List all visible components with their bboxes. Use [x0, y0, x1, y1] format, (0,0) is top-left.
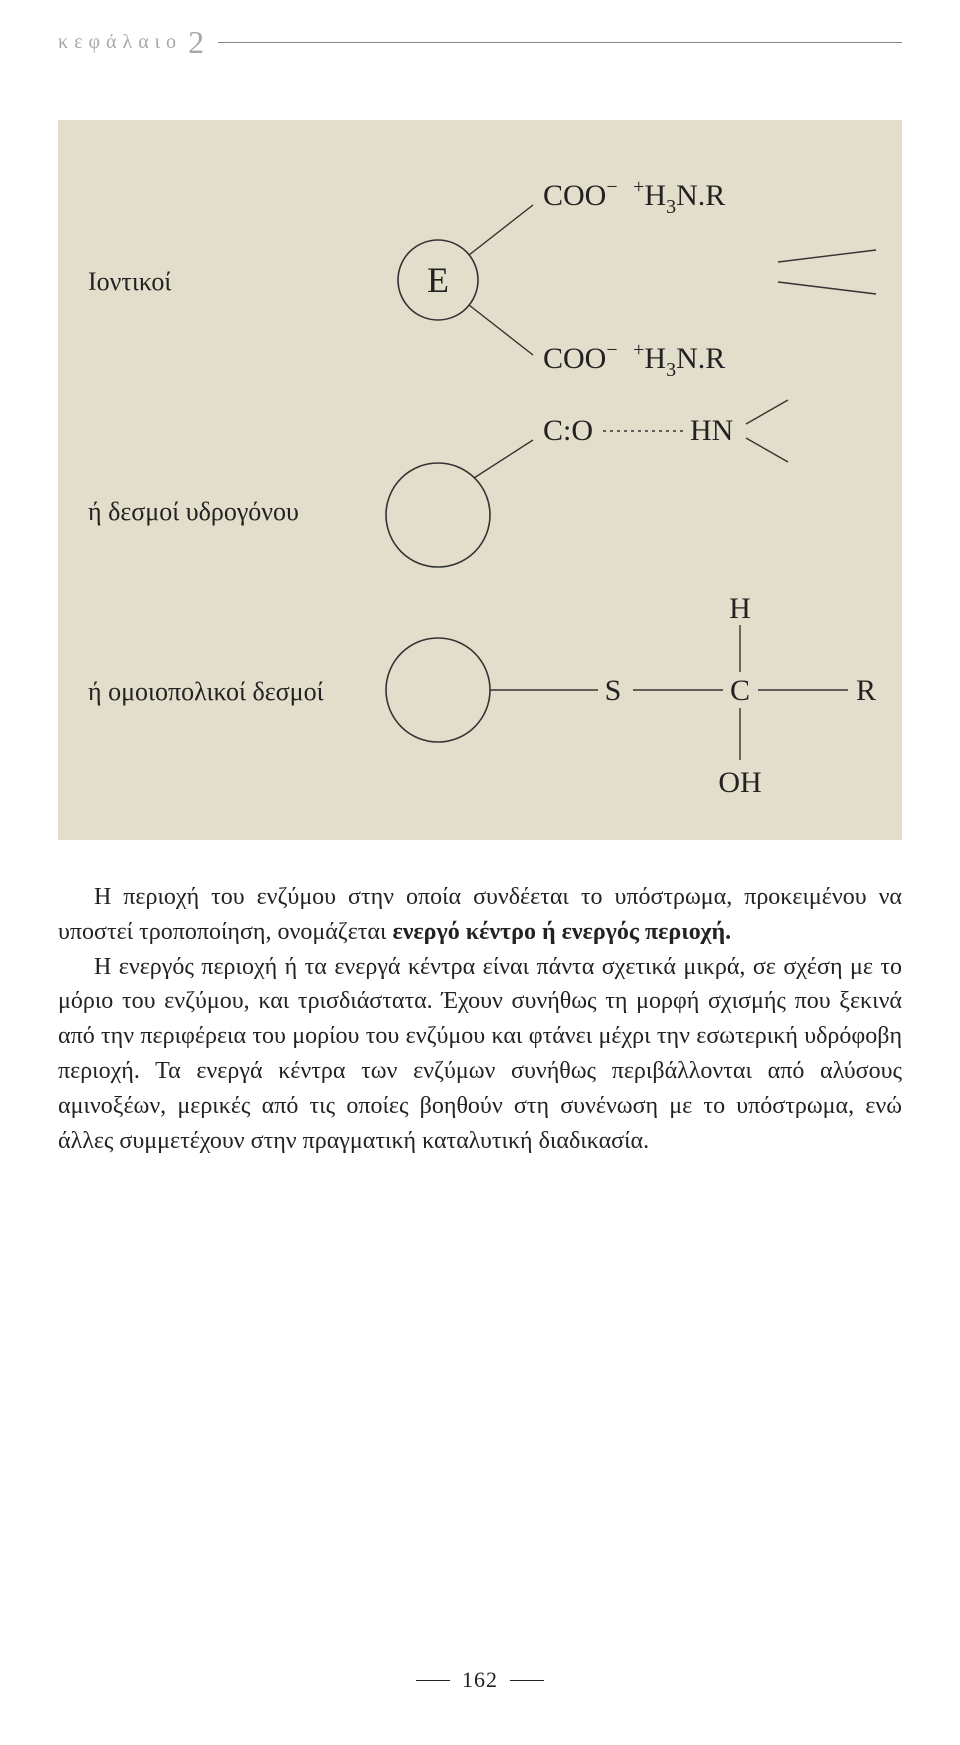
coo-bottom: COO− +H3N.R	[543, 330, 725, 381]
page-header: κεφάλαιο 2	[58, 24, 902, 61]
bond-types-diagram: Ιοντικοί E COO− +H3N.R COO− +H3N.R ή δεσ…	[58, 120, 902, 840]
atom-s: S	[605, 674, 622, 707]
p1-bold: ενεργό κέντρο ή ενεργός περιοχή.	[392, 919, 731, 945]
paragraph-2: Η ενεργός περιοχή ή τα ενεργά κέντρα είν…	[58, 950, 902, 1159]
atom-oh: OH	[718, 766, 761, 799]
page-number-wrap: 162	[0, 1667, 960, 1693]
header-rule	[218, 42, 902, 43]
body-text: Η περιοχή του ενζύμου στην οποία συνδέετ…	[58, 880, 902, 1158]
coo-top: COO− +H3N.R	[543, 167, 725, 218]
page-rule-right	[510, 1680, 544, 1681]
paragraph-1: Η περιοχή του ενζύμου στην οποία συνδέετ…	[58, 880, 902, 950]
enzyme-letter: E	[427, 260, 449, 300]
page-number: 162	[462, 1667, 498, 1693]
chapter-number: 2	[188, 24, 204, 61]
atom-r: R	[856, 674, 876, 707]
hbond-circle	[386, 463, 490, 567]
label-hydrogen: ή δεσμοί υδρογόνου	[88, 497, 299, 526]
covalent-circle	[386, 638, 490, 742]
chapter-label: κεφάλαιο	[58, 31, 182, 54]
page-rule-left	[416, 1680, 450, 1681]
atom-h: H	[729, 592, 751, 625]
hn-text: HN	[690, 414, 733, 447]
co-text: C:O	[543, 414, 593, 447]
label-ionic: Ιοντικοί	[88, 267, 171, 296]
label-covalent: ή ομοιοπολικοί δεσμοί	[88, 677, 324, 706]
atom-c: C	[730, 674, 750, 707]
